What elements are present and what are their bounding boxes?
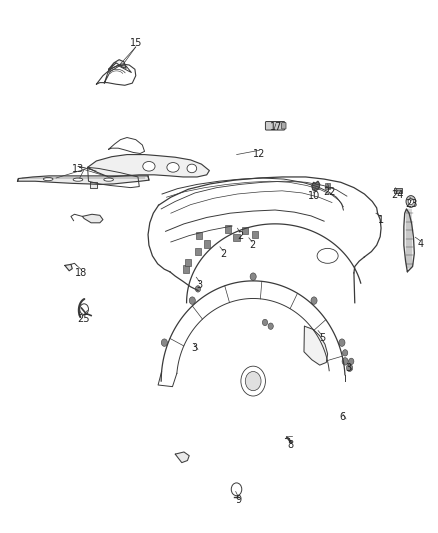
Text: 23: 23 xyxy=(406,199,418,208)
Polygon shape xyxy=(404,209,414,272)
Ellipse shape xyxy=(317,248,338,263)
Bar xyxy=(325,183,330,189)
Ellipse shape xyxy=(167,163,179,172)
Bar xyxy=(394,188,402,193)
Bar xyxy=(225,225,231,233)
Text: 25: 25 xyxy=(77,314,89,324)
Text: 17: 17 xyxy=(270,122,282,132)
Text: 2: 2 xyxy=(249,240,255,250)
Polygon shape xyxy=(88,155,209,177)
Text: 8: 8 xyxy=(287,440,293,450)
Polygon shape xyxy=(109,60,126,69)
Text: 3: 3 xyxy=(197,280,203,290)
FancyBboxPatch shape xyxy=(265,122,285,130)
Circle shape xyxy=(311,297,317,304)
Circle shape xyxy=(250,273,256,280)
Circle shape xyxy=(241,366,265,396)
Ellipse shape xyxy=(143,161,155,171)
Text: 1: 1 xyxy=(378,215,384,224)
Circle shape xyxy=(262,319,268,326)
Ellipse shape xyxy=(104,178,113,181)
Bar xyxy=(233,234,240,241)
Text: 3: 3 xyxy=(191,343,198,352)
Bar xyxy=(195,248,201,255)
Text: 18: 18 xyxy=(75,268,88,278)
Text: 6: 6 xyxy=(339,412,346,422)
Bar xyxy=(196,232,202,239)
Circle shape xyxy=(406,196,416,207)
Circle shape xyxy=(245,372,261,391)
Text: 9: 9 xyxy=(235,495,241,505)
Polygon shape xyxy=(304,326,328,365)
Circle shape xyxy=(161,339,167,346)
FancyBboxPatch shape xyxy=(282,123,286,129)
Text: 4: 4 xyxy=(417,239,424,249)
Bar xyxy=(242,227,248,234)
Polygon shape xyxy=(90,182,97,188)
Text: 13: 13 xyxy=(72,165,84,174)
Text: 24: 24 xyxy=(392,190,404,199)
Text: 2: 2 xyxy=(237,231,243,240)
Text: 5: 5 xyxy=(319,334,325,343)
Polygon shape xyxy=(312,181,320,191)
Text: 3: 3 xyxy=(345,363,351,373)
Bar xyxy=(183,265,189,273)
Circle shape xyxy=(346,364,353,372)
Circle shape xyxy=(231,483,242,496)
Polygon shape xyxy=(18,176,149,184)
Circle shape xyxy=(343,350,348,356)
Ellipse shape xyxy=(43,177,53,181)
Circle shape xyxy=(349,358,354,365)
Text: 15: 15 xyxy=(130,38,142,47)
Text: 12: 12 xyxy=(253,149,265,158)
Ellipse shape xyxy=(73,178,83,181)
Circle shape xyxy=(195,286,201,292)
Ellipse shape xyxy=(187,164,197,173)
Circle shape xyxy=(189,297,195,304)
Circle shape xyxy=(408,198,413,205)
Bar xyxy=(185,259,191,266)
Text: 2: 2 xyxy=(220,249,226,259)
Polygon shape xyxy=(82,214,103,223)
Circle shape xyxy=(268,323,273,329)
Circle shape xyxy=(342,358,348,365)
Circle shape xyxy=(339,339,345,346)
Polygon shape xyxy=(65,264,72,271)
Bar xyxy=(252,231,258,238)
Polygon shape xyxy=(175,452,189,463)
Text: 22: 22 xyxy=(323,187,336,197)
Text: 10: 10 xyxy=(307,191,320,201)
Bar xyxy=(204,240,210,248)
